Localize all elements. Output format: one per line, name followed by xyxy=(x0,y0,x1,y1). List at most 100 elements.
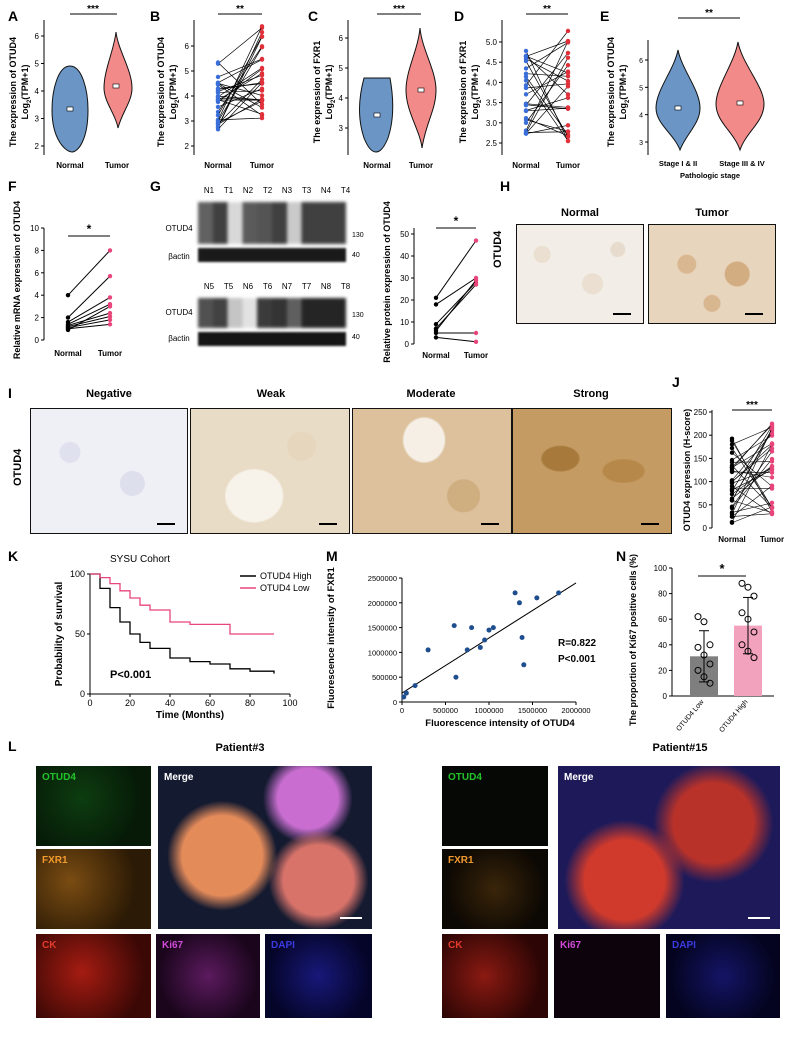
scale-bar-merge-p15 xyxy=(748,917,770,919)
panel-letter-n: N xyxy=(616,548,627,564)
pair-line xyxy=(525,40,569,57)
median-box-stage12-e xyxy=(674,105,682,111)
pair-line xyxy=(525,117,569,137)
title-k: SYSU Cohort xyxy=(110,554,170,565)
panel-letter-b: B xyxy=(150,8,161,24)
y-tick-label: 6 xyxy=(639,58,643,65)
y-tick-label: 4 xyxy=(639,113,643,120)
data-point xyxy=(694,613,702,621)
scale-bar-negative xyxy=(157,523,175,525)
pair-line xyxy=(67,303,111,325)
lane-label: T8 xyxy=(340,282,351,291)
tumor-point xyxy=(473,282,479,287)
violin-stage34-e xyxy=(715,41,765,152)
data-point xyxy=(706,660,714,668)
xlabel-tumor-a: Tumor xyxy=(105,161,129,170)
marker-130-bottom: 130 xyxy=(352,312,364,319)
xlabel-normal-c: Normal xyxy=(363,161,391,170)
panel-letter-g: G xyxy=(150,178,161,194)
lane-label: N6 xyxy=(242,282,254,291)
normal-point xyxy=(65,293,71,298)
pair-line xyxy=(67,323,111,330)
y-tick-label: 0 xyxy=(663,692,668,701)
y-tick-label: 3 xyxy=(339,124,344,133)
x-tick-label: 100 xyxy=(282,698,297,708)
normal-point xyxy=(523,117,529,123)
channel-label-merge-p3: Merge xyxy=(164,772,194,783)
channel-label-dapi-p15: DAPI xyxy=(672,940,696,951)
pair-line xyxy=(525,55,569,95)
tumor-point xyxy=(259,102,265,107)
normal-point xyxy=(729,504,735,509)
y-tick-label: 4 xyxy=(185,92,190,101)
data-point xyxy=(744,647,752,655)
normal-point xyxy=(729,438,735,444)
channel-label-otud4-p3: OTUD4 xyxy=(42,772,76,783)
scatter-point xyxy=(519,635,525,641)
ylabel-n: The proportion of Ki67 positive cells (%… xyxy=(628,554,638,726)
panel-letter-e: E xyxy=(600,8,610,24)
tumor-point xyxy=(565,28,571,34)
sig-b: ** xyxy=(236,4,244,15)
tumor-point xyxy=(259,57,265,62)
normal-point xyxy=(433,295,439,300)
lane-label: N3 xyxy=(281,186,293,195)
xlabel-stage34-e: Stage III & IV xyxy=(719,159,764,168)
pair-line xyxy=(217,36,263,128)
normal-point xyxy=(523,58,529,64)
paired-lines-g xyxy=(433,238,479,344)
pair-line xyxy=(731,424,773,468)
tumor-point xyxy=(769,470,775,475)
x-tick-label: 0 xyxy=(400,706,404,715)
sig-f: * xyxy=(87,222,92,236)
xlabel-normal-a: Normal xyxy=(56,161,84,170)
paired-lines-j xyxy=(729,421,775,525)
channel-label-ki67-p15: Ki67 xyxy=(560,940,582,951)
x-tick-label: 60 xyxy=(205,698,215,708)
tumor-point xyxy=(769,425,775,431)
pair-line xyxy=(731,513,773,517)
ylabel-k: Probability of survival xyxy=(54,582,65,687)
scatter-point xyxy=(403,690,409,696)
scale-bar-moderate xyxy=(481,523,499,525)
pair-line xyxy=(525,76,569,135)
xlabel-tumor-j: Tumor xyxy=(760,535,784,544)
y-tick-label: 8 xyxy=(35,246,40,255)
marker-40-top: 40 xyxy=(352,252,360,259)
y-tick-label: 4.5 xyxy=(486,58,498,67)
tumor-point xyxy=(473,238,479,243)
bar-chart-n: The proportion of Ki67 positive cells (%… xyxy=(628,554,774,734)
lane-label: T4 xyxy=(340,186,351,195)
patient-label-15: Patient#15 xyxy=(652,742,708,754)
pair-line xyxy=(731,461,773,463)
y-ticks-j: 0 50 100 150 200 250 xyxy=(694,408,712,533)
sig-j: *** xyxy=(746,400,758,411)
xlabel-tumor-g: Tumor xyxy=(464,351,488,360)
y-tick-label: 200 xyxy=(694,431,708,440)
lane-label: T6 xyxy=(262,282,273,291)
blot-image-otud4-top xyxy=(198,202,346,244)
tumor-point xyxy=(259,105,265,110)
normal-point xyxy=(215,120,221,126)
scatter-point xyxy=(516,600,522,606)
scatter-point xyxy=(451,623,457,629)
pair-line xyxy=(435,284,477,329)
normal-point xyxy=(215,97,221,102)
ihc-title-moderate: Moderate xyxy=(406,388,456,400)
y-tick-label: 6 xyxy=(339,34,344,43)
channel-label-dapi-p3: DAPI xyxy=(271,940,295,951)
y-tick-label: 2 xyxy=(35,314,40,323)
panel-letter-j: J xyxy=(672,374,680,390)
panel-letter-h: H xyxy=(500,178,511,194)
data-point xyxy=(738,609,746,617)
pair-line xyxy=(731,444,773,523)
tumor-point xyxy=(565,38,571,44)
tumor-point xyxy=(473,330,479,336)
paired-chart-f: Relative mRNA expression of OTUD4 0 2 4 6 8 1… xyxy=(12,201,122,359)
pair-line xyxy=(217,99,263,115)
if-otud4-p3: OTUD4 xyxy=(36,766,151,846)
lane-label: N5 xyxy=(203,282,215,291)
if-dapi-p15: DAPI xyxy=(666,934,780,1018)
panel-letter-f: F xyxy=(8,178,17,194)
y-tick-label: 0 xyxy=(80,689,85,699)
